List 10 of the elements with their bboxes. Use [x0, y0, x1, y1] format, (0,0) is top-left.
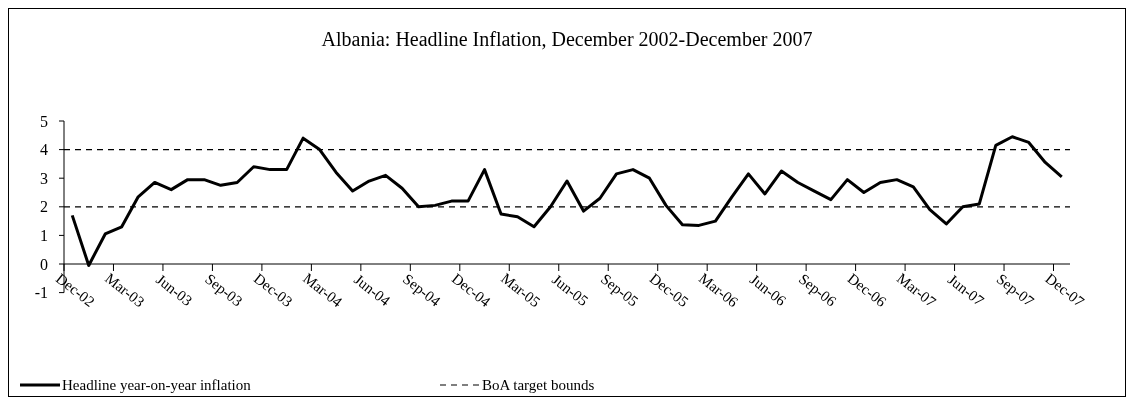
chart-title: Albania: Headline Inflation, December 2002-December 2007 — [321, 28, 813, 50]
y-tick-label: 2 — [40, 198, 48, 216]
legend-label: BoA target bounds — [482, 377, 595, 394]
y-tick-label: 5 — [40, 112, 48, 130]
y-tick-label: 0 — [40, 255, 48, 273]
y-tick-label: 4 — [40, 141, 48, 159]
y-tick-label: 3 — [40, 169, 48, 187]
y-tick-label: -1 — [34, 284, 48, 302]
legend-label: Headline year-on-year inflation — [62, 377, 252, 394]
y-tick-label: 1 — [40, 227, 48, 244]
